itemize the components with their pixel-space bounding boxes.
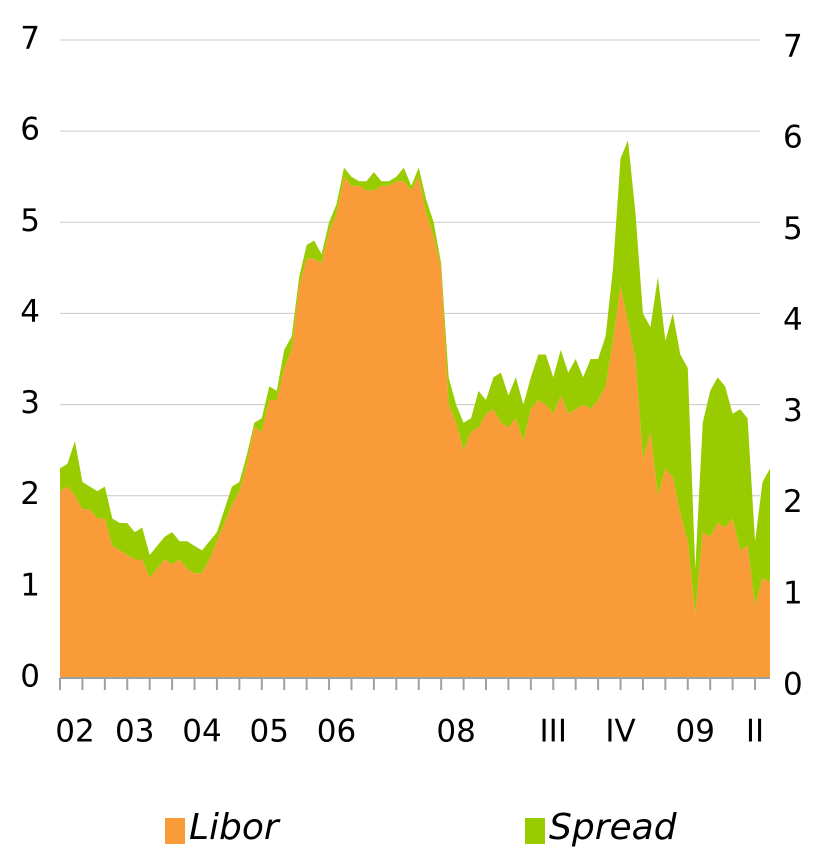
y2-tick-label: 4 <box>783 302 803 338</box>
legend-label: Spread <box>549 807 678 848</box>
legend-swatch <box>165 818 185 844</box>
x-tick-label: 03 <box>115 714 154 750</box>
x-tick-label: II <box>746 714 764 750</box>
area <box>60 176 770 678</box>
y2-tick-label: 2 <box>783 484 803 520</box>
y-tick-label: 2 <box>20 476 40 512</box>
y2-tick-label: 1 <box>783 575 803 611</box>
y-tick-label: 6 <box>20 112 40 148</box>
x-tick-label: 08 <box>436 714 475 750</box>
y-tick-label: 4 <box>20 294 40 330</box>
y2-tick-label: 0 <box>783 667 803 703</box>
y-tick-label: 1 <box>20 567 40 603</box>
y2-tick-label: 6 <box>783 120 803 156</box>
legend-label: Libor <box>189 807 281 848</box>
y2-tick-label: 7 <box>783 29 803 65</box>
x-tick-label: 06 <box>317 714 356 750</box>
x-tick-label: IV <box>605 714 635 750</box>
legend-swatch <box>525 818 545 844</box>
x-tick-label: 04 <box>182 714 221 750</box>
y-tick-label: 7 <box>20 21 40 57</box>
x-tick-label: 02 <box>55 714 94 750</box>
x-tick-label: 05 <box>250 714 289 750</box>
y2-tick-label: 5 <box>783 211 803 247</box>
x-tick-label: 09 <box>676 714 715 750</box>
y2-tick-label: 3 <box>783 393 803 429</box>
y-tick-label: 5 <box>20 203 40 239</box>
area <box>60 140 770 615</box>
y-tick-label: 0 <box>20 659 40 695</box>
x-tick-label: III <box>540 714 567 750</box>
y-tick-label: 3 <box>20 385 40 421</box>
